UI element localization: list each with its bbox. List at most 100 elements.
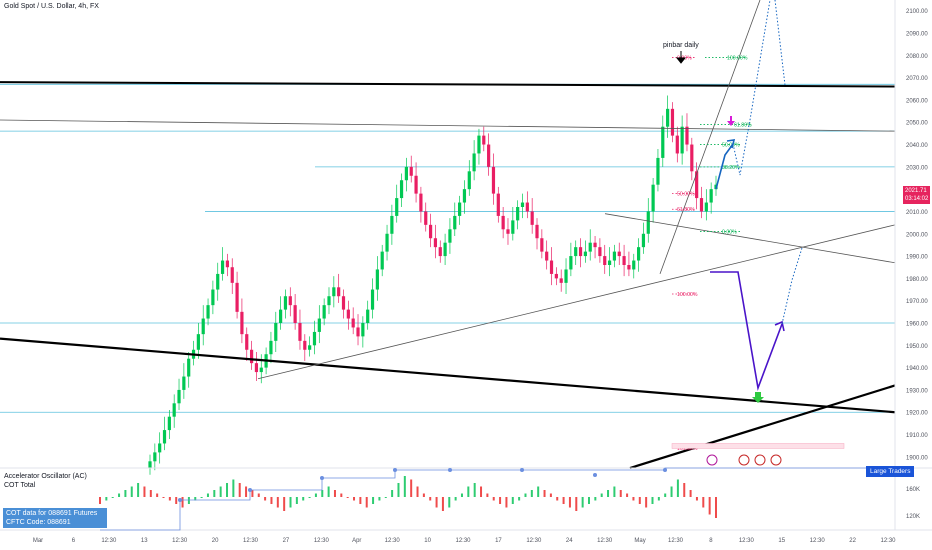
ac-bar: [105, 497, 108, 501]
candle-body: [709, 189, 713, 203]
ac-oscillator-pane: 160K 120K: [0, 467, 932, 531]
ac-bar: [283, 497, 286, 511]
candle-body: [666, 108, 670, 127]
candle-body: [424, 211, 428, 225]
candle-body: [308, 345, 312, 350]
economic-event-icon[interactable]: [738, 454, 750, 466]
candle-body: [327, 296, 331, 306]
candle-body: [448, 229, 452, 243]
time-tick-label: 10: [424, 538, 431, 544]
candle-body: [433, 238, 438, 248]
fib-extension-zone[interactable]: [671, 443, 845, 449]
resistance-line-thin[interactable]: [0, 119, 896, 132]
candle-body: [603, 256, 607, 265]
candle-body: [535, 224, 539, 239]
blue-projection-solid[interactable]: [715, 143, 734, 190]
time-tick-label: 12:30: [243, 538, 259, 544]
candle-body: [559, 278, 563, 283]
last-price: 2021.71: [905, 188, 927, 194]
candle-body: [211, 289, 215, 306]
candle-body: [438, 247, 442, 257]
purple-arrow-head: [774, 320, 785, 332]
cot-point: [178, 498, 182, 502]
time-tick-label: 24: [566, 538, 573, 544]
ac-bar: [645, 497, 648, 508]
fib-level-label: 0.00%: [722, 230, 737, 236]
rising-trendline-thick[interactable]: [629, 384, 896, 470]
ac-bar: [422, 493, 425, 497]
candle-body: [501, 215, 505, 230]
ac-bar: [626, 493, 629, 497]
support-line-thick[interactable]: [0, 337, 896, 414]
candle-body: [680, 126, 684, 154]
ac-bar: [314, 493, 317, 497]
candle-body: [206, 305, 210, 319]
ac-bar: [346, 497, 349, 498]
ac-bar: [384, 497, 387, 498]
time-tick-label: 22: [849, 538, 856, 544]
blue-projection-dotted-3[interactable]: [781, 247, 803, 325]
candle-body: [636, 247, 641, 261]
ac-bar: [397, 483, 400, 497]
ac-bar: [575, 497, 578, 511]
candle-body: [225, 260, 230, 268]
candle-body: [385, 233, 389, 252]
price-tick-label: 1900.00: [906, 455, 928, 461]
candle-body: [317, 318, 321, 332]
ac-bar: [632, 497, 635, 501]
candle-body: [409, 166, 413, 176]
resistance-line-thick[interactable]: [0, 81, 896, 88]
ac-bar: [486, 493, 489, 497]
candle-body: [699, 198, 704, 212]
candle-body: [240, 311, 244, 335]
ac-bar: [683, 483, 686, 497]
candle-body: [588, 242, 592, 252]
candle-body: [351, 318, 355, 328]
candle-body: [651, 184, 655, 212]
time-tick-label: 15: [778, 538, 785, 544]
economic-event-icon[interactable]: [754, 454, 766, 466]
ac-bar: [124, 490, 127, 497]
ac-bar: [187, 497, 190, 504]
rising-channel-line[interactable]: [257, 224, 896, 380]
ac-legend[interactable]: Accelerator Oscillator (AC): [4, 473, 87, 480]
ac-bar: [118, 493, 121, 497]
time-tick-label: 20: [212, 538, 219, 544]
blue-projection-dotted-2[interactable]: [774, 0, 786, 86]
ac-bar: [143, 486, 146, 497]
time-tick-label: Mar: [33, 538, 43, 544]
ac-bar: [372, 497, 375, 504]
price-tick-label: 2000.00: [906, 232, 928, 238]
last-price-badge: 2021.71 03:14:02: [903, 186, 930, 204]
candle-body: [162, 430, 167, 444]
ac-bar: [308, 497, 311, 498]
descending-line[interactable]: [604, 213, 896, 264]
candle-body: [511, 220, 515, 234]
cot-legend[interactable]: COT Total: [4, 482, 36, 489]
candle-body: [230, 267, 234, 283]
candle-body: [390, 215, 394, 234]
ac-bar: [702, 497, 705, 508]
ac-bar: [549, 493, 552, 497]
candle-body: [196, 334, 200, 350]
blue-projection-dotted[interactable]: [732, 0, 771, 176]
price-tick-label: 1980.00: [906, 277, 928, 283]
large-traders-label: Large Traders: [866, 466, 915, 477]
price-tick-label: 2100.00: [906, 9, 928, 15]
blue-arrow-head: [726, 139, 736, 149]
green-arrow-icon: [752, 392, 764, 403]
purple-projection[interactable]: [710, 271, 783, 392]
economic-event-icon[interactable]: [770, 454, 782, 466]
candle-body: [506, 229, 510, 234]
candle-body: [337, 287, 341, 297]
economic-event-icon[interactable]: [706, 454, 718, 466]
cot-step-line[interactable]: [100, 467, 895, 531]
candle-body: [293, 305, 297, 323]
time-tick-label: 13: [141, 538, 148, 544]
time-tick-label: 12:30: [668, 538, 684, 544]
ac-bar: [111, 497, 114, 498]
steep-trendline[interactable]: [659, 0, 761, 275]
ac-bar: [162, 497, 165, 498]
time-tick-label: 27: [283, 538, 290, 544]
